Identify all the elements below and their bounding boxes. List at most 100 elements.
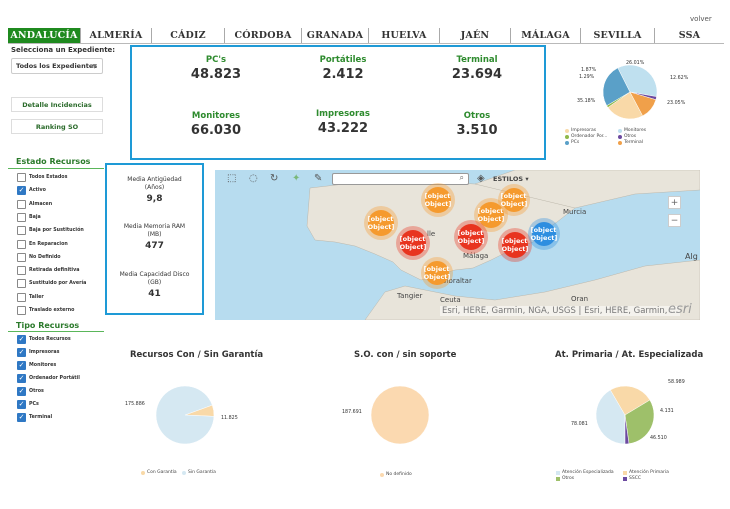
- checkbox-item[interactable]: ✓ Todos Recursos: [17, 335, 71, 344]
- legend-swatch: [618, 128, 622, 133]
- checkbox-item[interactable]: Traslado externo: [17, 306, 74, 315]
- mean-label-text: Media Capacidad Disco (GB): [119, 271, 190, 286]
- map-cluster[interactable]: [object Object]: [531, 222, 557, 246]
- kpi-pcs: PC's 48.823: [161, 55, 271, 82]
- tab-andalucia[interactable]: ANDALUCÍA: [8, 28, 80, 43]
- checkbox[interactable]: ✓: [17, 387, 26, 396]
- map-cluster[interactable]: [object Object]: [368, 210, 394, 236]
- resource-map[interactable]: ⬚ ◌ ↻ ✦ ✎ ⌕ ◈ ESTILOS ▾ Murcia Málaga Gi…: [215, 170, 700, 320]
- checkbox-label: Impresoras: [29, 350, 60, 355]
- pie2-slices: [155, 385, 215, 445]
- checkbox-item[interactable]: No Definido: [17, 252, 61, 262]
- map-search-input[interactable]: ⌕: [332, 173, 469, 185]
- checkbox[interactable]: [17, 239, 26, 249]
- zoom-in-button[interactable]: +: [668, 196, 681, 209]
- map-cluster[interactable]: [object Object]: [425, 187, 451, 213]
- mean-stats-box: Media Antigüedad (Años) 9,8 Media Memori…: [105, 163, 204, 315]
- checkbox-item[interactable]: Todos Estados: [17, 173, 67, 182]
- layers-icon[interactable]: ◈: [477, 173, 485, 184]
- refresh-icon[interactable]: ↻: [270, 173, 279, 184]
- tab-ssa[interactable]: SSA: [654, 28, 724, 43]
- checkbox-item[interactable]: Retirada definitiva: [17, 266, 79, 276]
- checkbox-item[interactable]: ✓ Monitores: [17, 361, 56, 370]
- checkbox-item[interactable]: En Reparacion: [17, 239, 68, 249]
- checkbox[interactable]: [17, 173, 26, 182]
- volver-link[interactable]: volver: [690, 15, 712, 23]
- checkbox-label: No Definido: [29, 254, 61, 260]
- legend-label: Otros: [624, 134, 637, 139]
- checkbox-item[interactable]: ✓ Impresoras: [17, 348, 59, 357]
- map-cluster[interactable]: [object Object]: [478, 202, 504, 228]
- checkbox[interactable]: ✓: [17, 400, 26, 409]
- map-cluster[interactable]: [object Object]: [458, 224, 484, 250]
- checkbox[interactable]: [17, 279, 26, 289]
- settings-icon[interactable]: ✦: [292, 173, 301, 184]
- select-rectangle-icon[interactable]: ⬚: [227, 173, 237, 184]
- checkbox-item[interactable]: Baja por Sustitución: [17, 226, 84, 236]
- legend-label: No definido: [386, 472, 412, 477]
- checkbox[interactable]: [17, 212, 26, 222]
- checkbox[interactable]: [17, 306, 26, 315]
- tab-sevilla[interactable]: SEVILLA: [580, 28, 654, 43]
- checkbox-label: Almacen: [29, 201, 53, 207]
- checkbox[interactable]: ✓: [17, 413, 26, 422]
- kpi-impresoras: Impresoras 43.222: [288, 109, 398, 136]
- checkbox[interactable]: ✓: [17, 348, 26, 357]
- checkbox[interactable]: [17, 266, 26, 276]
- edit-icon[interactable]: ✎: [314, 173, 323, 184]
- checkbox-item[interactable]: Sustituido por Avería: [17, 279, 86, 289]
- estilos-dropdown[interactable]: ESTILOS ▾: [493, 175, 529, 183]
- checkbox[interactable]: ✓: [17, 335, 26, 344]
- map-cluster[interactable]: [object Object]: [501, 188, 527, 212]
- checkbox[interactable]: [17, 199, 26, 209]
- checkbox-item[interactable]: ✓ Otros: [17, 387, 44, 396]
- mean-label: Media Antigüedad (Años): [107, 176, 202, 191]
- map-cluster[interactable]: [object Object]: [400, 230, 426, 256]
- pie-slice: [602, 67, 631, 107]
- tab-cordoba[interactable]: CÓRDOBA: [224, 28, 301, 43]
- legend-item: SSCC: [623, 476, 641, 481]
- checkbox-item[interactable]: ✓ Ordenador Portátil: [17, 374, 80, 383]
- tab-huelva[interactable]: HUELVA: [368, 28, 439, 43]
- map-cluster[interactable]: [object Object]: [424, 261, 450, 285]
- tab-granada[interactable]: GRANADA: [301, 28, 368, 43]
- garantia-pie-chart: [155, 385, 215, 445]
- atencion-pie-chart: [595, 385, 655, 445]
- legend-item: Otros: [556, 476, 574, 481]
- ranking-so-button[interactable]: Ranking SO: [11, 119, 103, 134]
- checkbox[interactable]: [17, 292, 26, 302]
- checkbox-label: Terminal: [29, 415, 53, 420]
- kpi-otros: Otros 3.510: [422, 111, 532, 138]
- checkbox-item[interactable]: Almacen: [17, 199, 53, 209]
- city-label: lle: [427, 230, 436, 238]
- expediente-select[interactable]: Todos los Expedientes ▼: [11, 58, 103, 74]
- checkbox[interactable]: ✓: [17, 361, 26, 370]
- lasso-icon[interactable]: ◌: [249, 173, 258, 184]
- legend-swatch: [618, 140, 622, 145]
- mean-value: 477: [145, 241, 164, 251]
- mean-value: 41: [148, 289, 161, 299]
- checkbox-item[interactable]: ✓ Activo: [17, 186, 46, 196]
- map-cluster[interactable]: [object Object]: [502, 232, 528, 258]
- mean-value: 9,8: [146, 194, 163, 204]
- checkbox-item[interactable]: Baja: [17, 212, 41, 222]
- zoom-out-button[interactable]: −: [668, 214, 681, 227]
- checkbox[interactable]: [17, 226, 26, 236]
- checkbox-label: Todos Estados: [29, 175, 68, 180]
- checkbox[interactable]: ✓: [17, 186, 26, 196]
- tab-cadiz[interactable]: CÁDIZ: [151, 28, 224, 43]
- checkbox-item[interactable]: Taller: [17, 292, 44, 302]
- tab-jaen[interactable]: JAÉN: [439, 28, 510, 43]
- detalle-incidencias-button[interactable]: Detalle Incidencias: [11, 97, 103, 112]
- checkbox[interactable]: ✓: [17, 374, 26, 383]
- tab-malaga[interactable]: MÁLAGA: [510, 28, 580, 43]
- checkbox-item[interactable]: ✓ Terminal: [17, 413, 52, 422]
- kpi-label: Monitores: [191, 111, 241, 121]
- checkbox[interactable]: [17, 252, 26, 262]
- tab-almeria[interactable]: ALMERÍA: [80, 28, 151, 43]
- checkbox-item[interactable]: ✓ PCs: [17, 400, 39, 409]
- checkbox-label: Taller: [29, 294, 44, 300]
- pie-label: 11.825: [221, 416, 238, 421]
- checkbox-label: Otros: [29, 389, 44, 394]
- legend-label: Atención Primaria: [629, 470, 669, 475]
